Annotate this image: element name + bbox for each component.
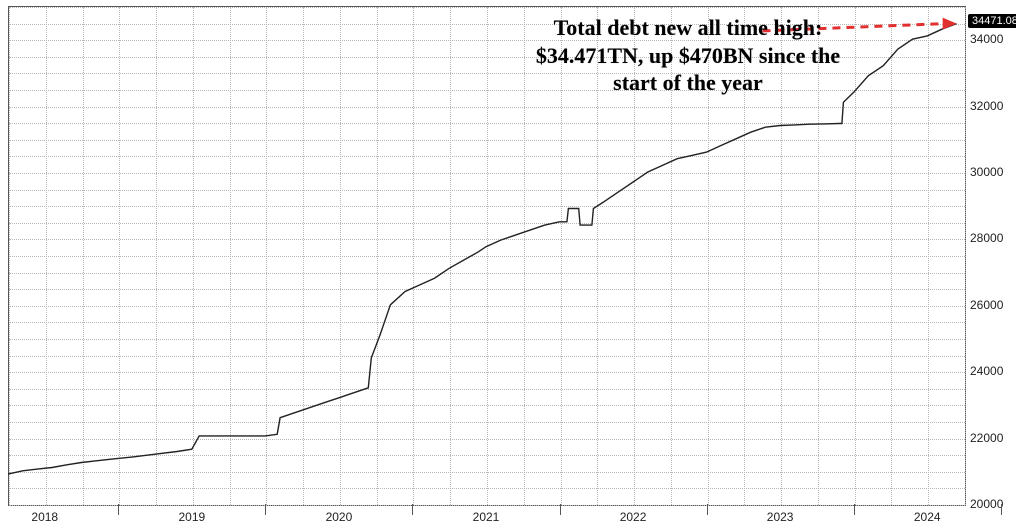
y-axis-label: 20000 [970, 497, 1003, 511]
x-axis-label: 2024 [914, 510, 941, 524]
y-axis-label: 30000 [970, 165, 1003, 179]
annotation-line3: start of the year [613, 70, 763, 95]
annotation-text: Total debt new all time high: $34.471TN,… [428, 14, 948, 97]
y-axis-label: 26000 [970, 298, 1003, 312]
x-axis-label: 2023 [767, 510, 794, 524]
value-badge: 34471.08 [968, 14, 1016, 28]
x-axis-label: 2019 [178, 510, 205, 524]
y-axis-label: 22000 [970, 431, 1003, 445]
debt-chart: Total debt new all time high: $34.471TN,… [0, 0, 1016, 530]
y-axis-label: 34000 [970, 32, 1003, 46]
y-axis-label: 32000 [970, 99, 1003, 113]
x-axis-label: 2022 [620, 510, 647, 524]
y-axis-label: 24000 [970, 364, 1003, 378]
x-axis-label: 2021 [473, 510, 500, 524]
annotation-line2: $34.471TN, up $470BN since the [536, 43, 840, 68]
x-axis-label: 2018 [31, 510, 58, 524]
y-axis-label: 28000 [970, 231, 1003, 245]
x-axis-label: 2020 [326, 510, 353, 524]
annotation-line1: Total debt new all time high: [554, 15, 823, 40]
